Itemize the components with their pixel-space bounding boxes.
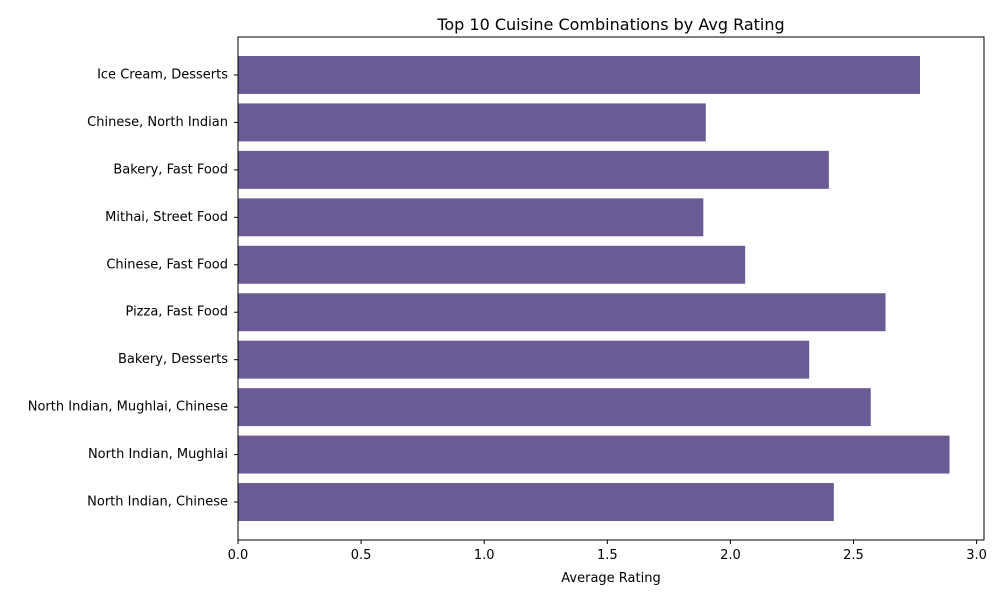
bar	[238, 103, 706, 142]
bars-layer	[238, 55, 950, 522]
y-tick-label: North Indian, Mughlai, Chinese	[28, 400, 228, 415]
chart-title: Top 10 Cuisine Combinations by Avg Ratin…	[436, 15, 784, 34]
plot-frame	[237, 36, 985, 541]
bar	[238, 150, 829, 189]
y-tick-label: Bakery, Desserts	[118, 352, 228, 367]
y-tick-label: North Indian, Chinese	[87, 495, 228, 510]
bar	[238, 435, 950, 474]
x-tick-label: 2.0	[720, 548, 741, 563]
y-tick-label: Chinese, Fast Food	[106, 257, 228, 272]
bar	[238, 198, 704, 237]
bar	[238, 388, 871, 427]
x-tick-label: 1.5	[597, 548, 618, 563]
x-axis: 0.0 0.5 1.0 1.5 2.0 2.5 3.0	[228, 540, 987, 563]
y-tick-label: Bakery, Fast Food	[113, 162, 228, 177]
bar	[238, 340, 810, 379]
y-axis: Ice Cream, Desserts Chinese, North Indian…	[28, 67, 238, 510]
y-tick-label: Pizza, Fast Food	[126, 305, 228, 320]
y-tick-label: North Indian, Mughlai	[88, 447, 228, 462]
x-tick-label: 1.0	[474, 548, 495, 563]
bar	[238, 55, 920, 94]
bar	[238, 293, 886, 332]
x-tick-label: 0.5	[351, 548, 372, 563]
y-tick-label: Mithai, Street Food	[105, 210, 228, 225]
bar	[238, 483, 834, 522]
bar	[238, 245, 746, 284]
x-tick-label: 0.0	[228, 548, 249, 563]
x-tick-label: 2.5	[843, 548, 864, 563]
x-axis-label: Average Rating	[561, 571, 660, 586]
y-tick-label: Ice Cream, Desserts	[97, 67, 228, 82]
y-tick-label: Chinese, North Indian	[87, 115, 228, 130]
x-tick-label: 3.0	[966, 548, 987, 563]
